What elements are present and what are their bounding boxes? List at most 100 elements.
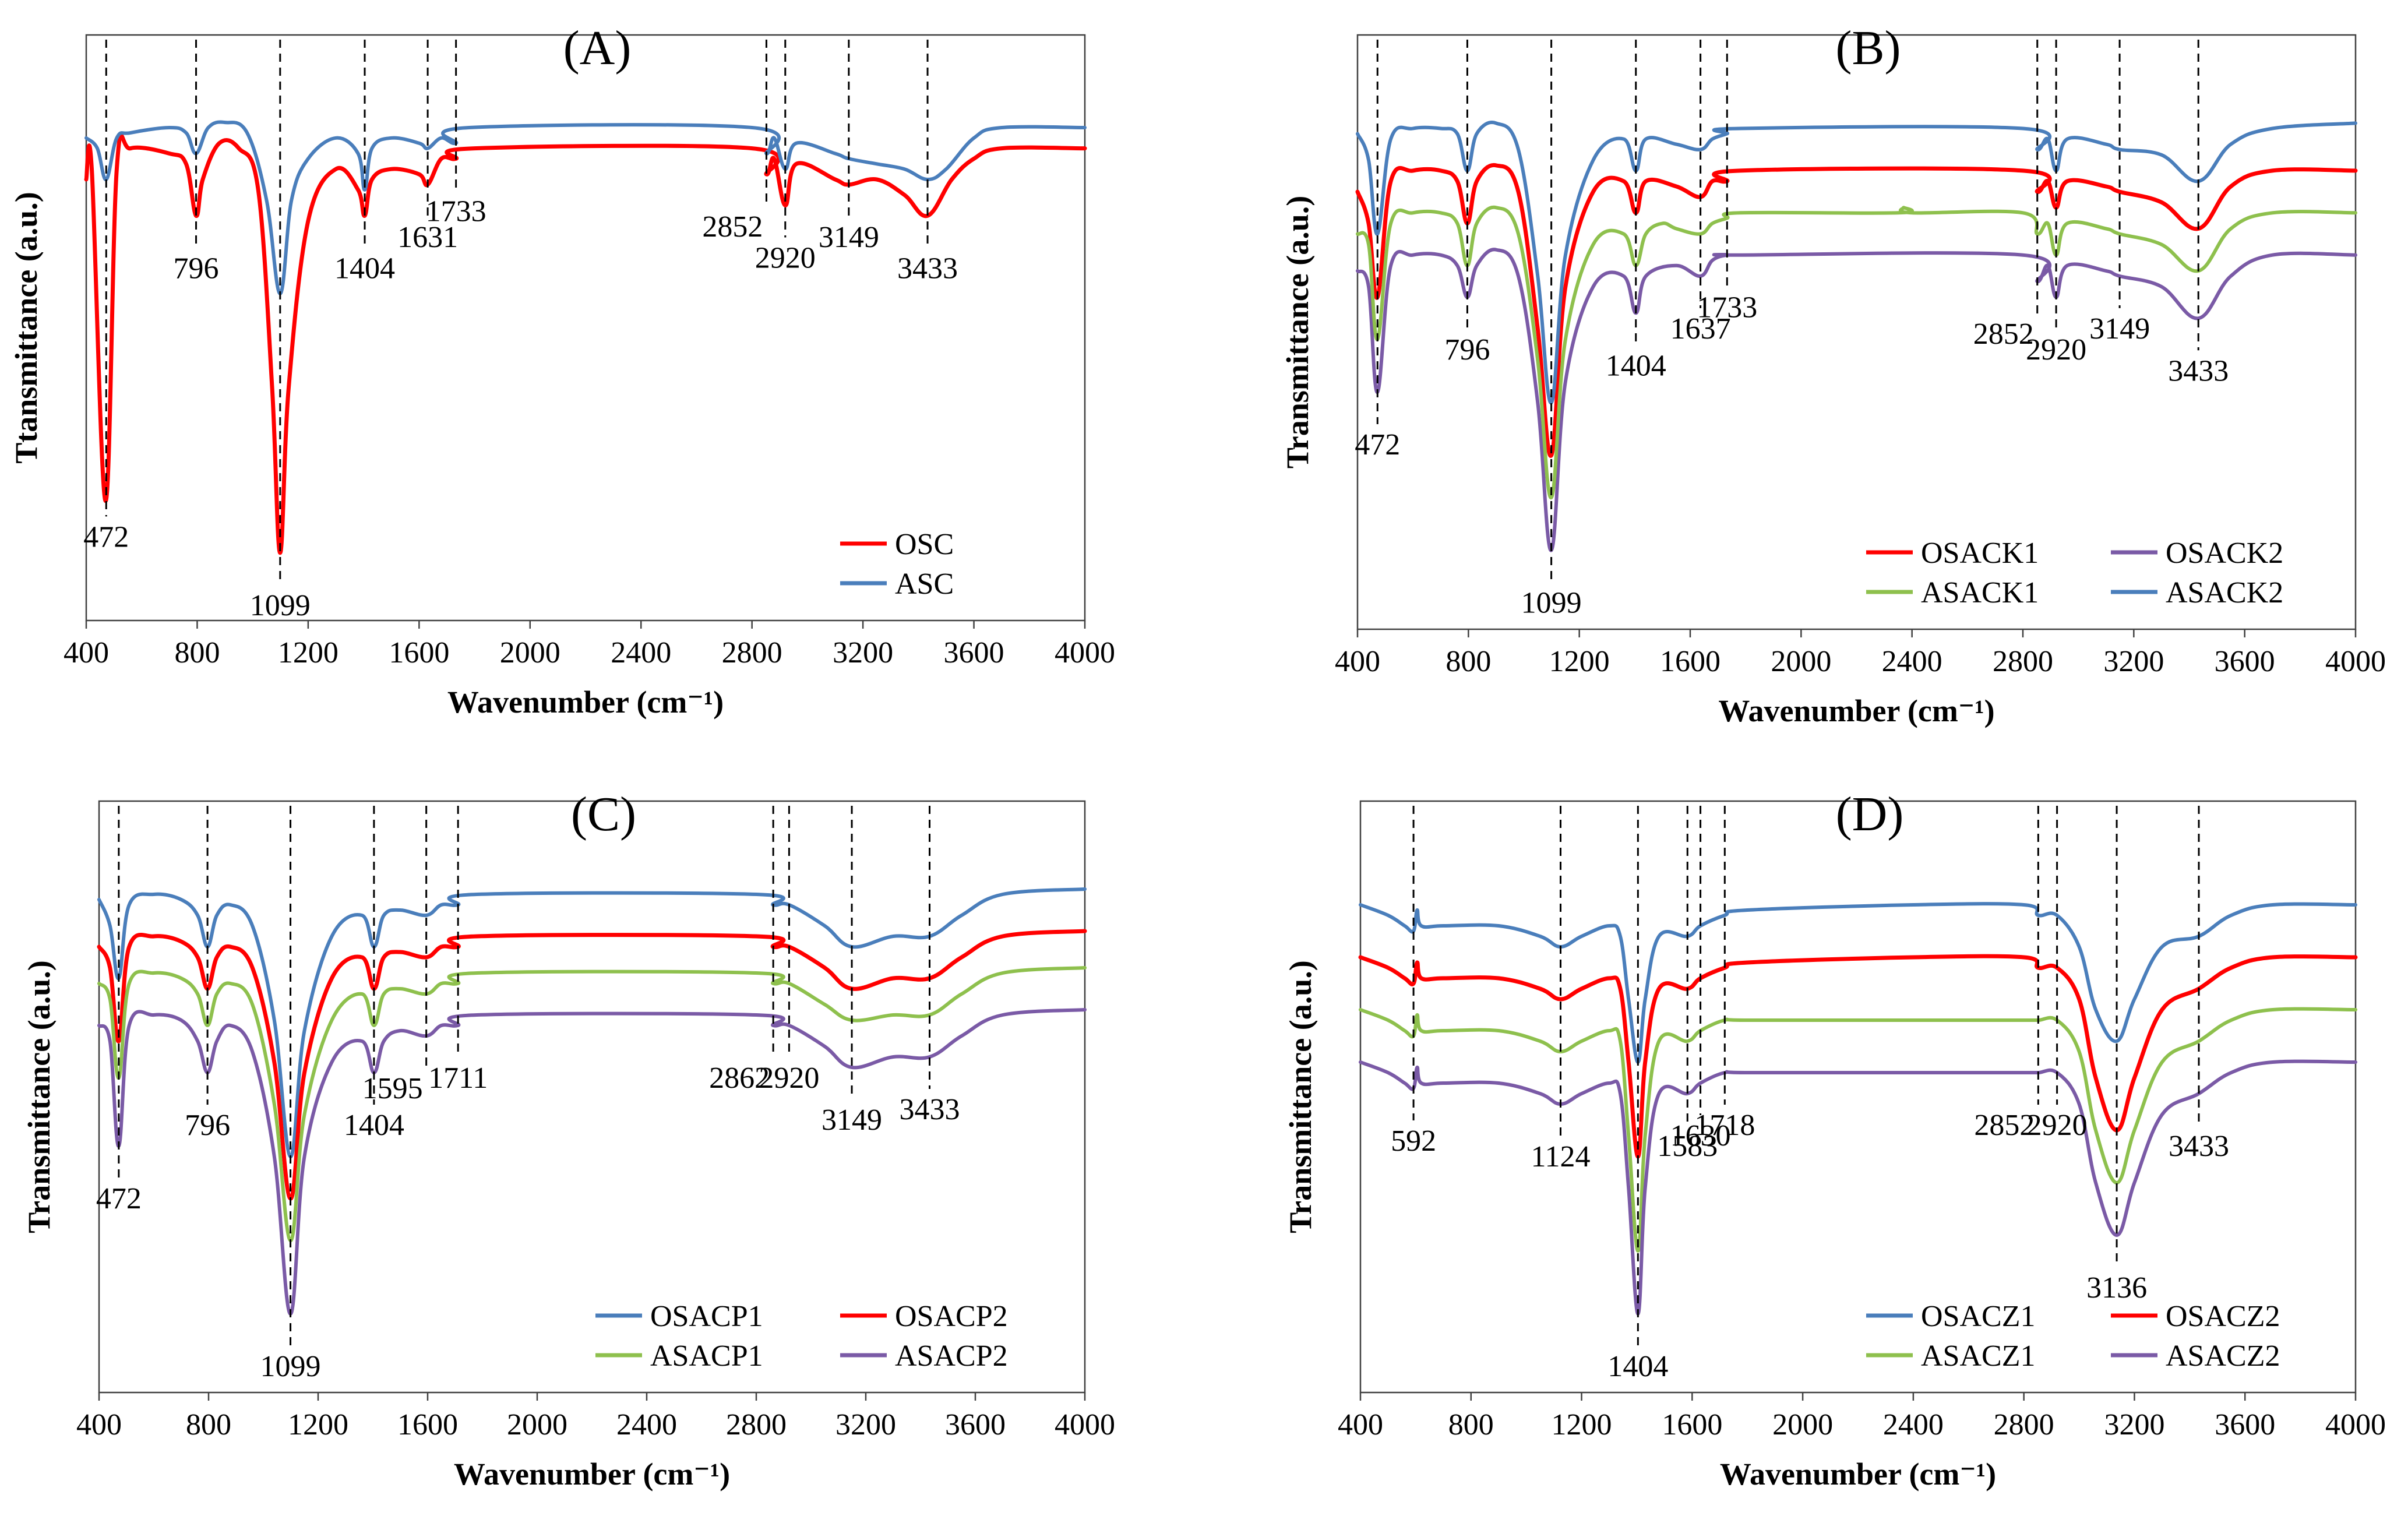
x-tick-label: 2400 xyxy=(1883,1408,1944,1441)
peak-label: 2852 xyxy=(1974,1109,2035,1142)
peak-label: 2920 xyxy=(759,1062,819,1095)
x-tick-label: 400 xyxy=(1335,645,1380,678)
x-tick-label: 1200 xyxy=(1549,645,1610,678)
x-tick-label: 3200 xyxy=(2103,645,2164,678)
peak-label: 2852 xyxy=(1973,318,2034,351)
peak-label: 472 xyxy=(96,1182,142,1215)
x-tick-label: 800 xyxy=(186,1408,231,1441)
legend: OSACP1 OSACP2 ASACP1 ASACP2 xyxy=(595,1300,1008,1373)
x-tick-label: 2400 xyxy=(1882,645,1942,678)
x-tick-label: 1600 xyxy=(1662,1408,1722,1441)
peak-label: 1631 xyxy=(397,221,458,254)
series-line-asacp2 xyxy=(97,1008,1087,1316)
peak-label: 472 xyxy=(83,520,129,554)
x-tick-label: 1200 xyxy=(288,1408,348,1441)
x-tick-label: 2000 xyxy=(1772,1408,1833,1441)
peak-label: 2862 xyxy=(709,1062,770,1095)
peak-label: 1124 xyxy=(1531,1140,1590,1173)
peak-label: 3433 xyxy=(900,1093,960,1126)
legend: OSACZ1 OSACZ2 ASACZ1 ASACZ2 xyxy=(1866,1300,2280,1373)
x-axis-label: Wavenumber (cm⁻¹) xyxy=(1718,693,1994,728)
series-line-asacz1 xyxy=(1359,1007,2357,1253)
peak-label: 1630 xyxy=(1670,1119,1731,1152)
plot-frame xyxy=(98,800,1086,1394)
legend-label: OSACK1 xyxy=(1921,537,2039,570)
y-axis-label: Transmittance (a.u.) xyxy=(1283,960,1318,1233)
x-tick-label: 2800 xyxy=(1993,645,2053,678)
legend-label: ASACP2 xyxy=(895,1339,1008,1373)
panel-title: (D) xyxy=(1836,787,1904,841)
panel-c: (C) 400 800 1200 1600 2000 2400 2800 3200 3600 400… xyxy=(22,787,1115,1492)
x-tick-label: 2000 xyxy=(500,636,560,669)
x-tick-label: 4000 xyxy=(2325,645,2386,678)
legend-label: ASACP1 xyxy=(650,1339,763,1373)
peak-label: 3433 xyxy=(2168,354,2229,387)
peak-label: 3149 xyxy=(822,1104,882,1137)
series-line-osacz2 xyxy=(1358,954,2358,1159)
peak-label: 3136 xyxy=(2086,1271,2147,1305)
legend-label: ASACK1 xyxy=(1921,576,2039,609)
x-tick-label: 400 xyxy=(64,636,109,669)
series-line-osack2 xyxy=(1356,248,2357,552)
legend: OSC ASC xyxy=(840,528,954,601)
legend-label: OSACK2 xyxy=(2166,537,2283,570)
peak-label: 1711 xyxy=(428,1062,488,1095)
x-axis-label: Wavenumber (cm⁻¹) xyxy=(454,1457,730,1492)
x-tick-label: 3200 xyxy=(833,636,893,669)
legend-label: OSACZ1 xyxy=(1921,1300,2035,1333)
x-tick-label: 2000 xyxy=(1771,645,1831,678)
x-tick-label: 2800 xyxy=(726,1408,787,1441)
x-tick-label: 1600 xyxy=(397,1408,458,1441)
series-line-asack1 xyxy=(1356,205,2357,500)
series-line-osack1 xyxy=(1355,163,2358,458)
x-tick-label: 800 xyxy=(1448,1408,1494,1441)
x-tick-label: 2000 xyxy=(507,1408,567,1441)
x-axis-label: Wavenumber (cm⁻¹) xyxy=(1720,1457,1996,1492)
x-tick-label: 800 xyxy=(1445,645,1491,678)
y-axis-label: Transmittance (a.u.) xyxy=(1280,196,1315,468)
panel-title: (B) xyxy=(1836,21,1901,75)
x-tick-label: 400 xyxy=(1338,1408,1383,1441)
x-tick-label: 3200 xyxy=(2104,1408,2164,1441)
series-line-asack2 xyxy=(1356,121,2357,405)
peak-label: 3433 xyxy=(897,252,958,285)
plot-frame xyxy=(1359,800,2357,1394)
plot-frame xyxy=(85,34,1086,622)
series-line-osacz1 xyxy=(1359,902,2357,1064)
legend-label: OSC xyxy=(895,528,954,561)
peak-label: 1637 xyxy=(1670,312,1731,346)
x-tick-label: 2400 xyxy=(611,636,671,669)
y-axis-label: Transmittance (a.u.) xyxy=(22,960,57,1233)
peak-label: 2920 xyxy=(2026,333,2086,366)
peak-label: 1404 xyxy=(1606,349,1666,382)
x-tick-label: 4000 xyxy=(2325,1408,2386,1441)
peak-label: 796 xyxy=(185,1109,230,1142)
legend: OSACK1 OSACK2 ASACK1 ASACK2 xyxy=(1866,537,2283,609)
x-tick-label: 1600 xyxy=(1660,645,1720,678)
series-line-osc xyxy=(84,133,1087,555)
legend-label: ASC xyxy=(895,567,954,601)
legend-label: ASACZ2 xyxy=(2166,1339,2280,1373)
legend-label: OSACP1 xyxy=(650,1300,763,1333)
series-line-asacz2 xyxy=(1359,1059,2357,1316)
x-tick-label: 2400 xyxy=(616,1408,677,1441)
x-tick-label: 3600 xyxy=(945,1408,1006,1441)
peak-label: 2920 xyxy=(2027,1109,2088,1142)
peak-label: 1099 xyxy=(260,1350,321,1383)
panel-title: (A) xyxy=(563,21,632,75)
x-tick-label: 2800 xyxy=(722,636,782,669)
peak-label: 1733 xyxy=(426,195,486,228)
x-axis-label: Wavenumber (cm⁻¹) xyxy=(447,685,724,720)
peak-label: 3149 xyxy=(819,221,879,254)
x-tick-label: 3200 xyxy=(835,1408,896,1441)
legend-label: ASACZ1 xyxy=(1921,1339,2035,1373)
x-tick-label: 800 xyxy=(174,636,220,669)
x-tick-label: 1200 xyxy=(1552,1408,1612,1441)
panel-a: (A) 400 800 1200 1600 2000 2400 2800 3200 3600 400… xyxy=(9,21,1115,720)
x-tick-label: 4000 xyxy=(1055,1408,1115,1441)
peak-label: 1404 xyxy=(334,252,395,285)
peak-label: 2852 xyxy=(702,210,763,244)
panel-d: (D) 400 800 1200 1600 2000 2400 2800 3200 3600 400… xyxy=(1283,787,2386,1492)
